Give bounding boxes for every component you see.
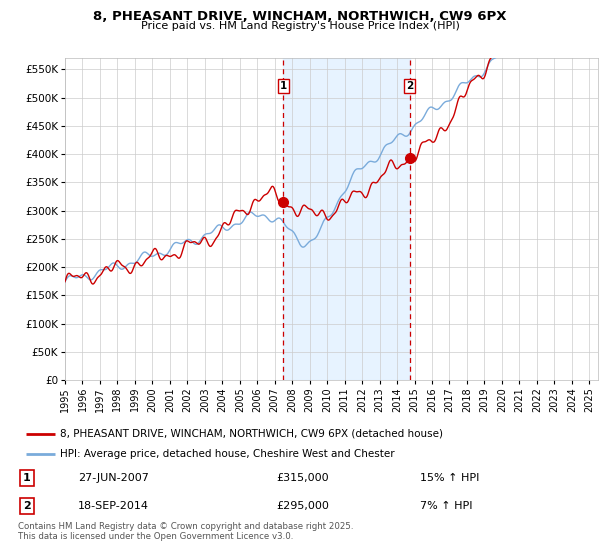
Text: 15% ↑ HPI: 15% ↑ HPI — [420, 473, 479, 483]
Text: 8, PHEASANT DRIVE, WINCHAM, NORTHWICH, CW9 6PX (detached house): 8, PHEASANT DRIVE, WINCHAM, NORTHWICH, C… — [60, 428, 443, 438]
Bar — [283, 58, 410, 380]
Text: 7% ↑ HPI: 7% ↑ HPI — [420, 501, 473, 511]
Text: Contains HM Land Registry data © Crown copyright and database right 2025.
This d: Contains HM Land Registry data © Crown c… — [18, 522, 353, 542]
Text: HPI: Average price, detached house, Cheshire West and Chester: HPI: Average price, detached house, Ches… — [60, 449, 395, 459]
Text: 27-JUN-2007: 27-JUN-2007 — [78, 473, 149, 483]
Text: 1: 1 — [280, 81, 287, 91]
Text: 2: 2 — [406, 81, 413, 91]
Text: 18-SEP-2014: 18-SEP-2014 — [78, 501, 149, 511]
Text: 8, PHEASANT DRIVE, WINCHAM, NORTHWICH, CW9 6PX: 8, PHEASANT DRIVE, WINCHAM, NORTHWICH, C… — [93, 10, 507, 23]
Text: £295,000: £295,000 — [276, 501, 329, 511]
Text: £315,000: £315,000 — [276, 473, 329, 483]
Text: 1: 1 — [23, 473, 31, 483]
Text: 2: 2 — [23, 501, 31, 511]
Text: Price paid vs. HM Land Registry's House Price Index (HPI): Price paid vs. HM Land Registry's House … — [140, 21, 460, 31]
